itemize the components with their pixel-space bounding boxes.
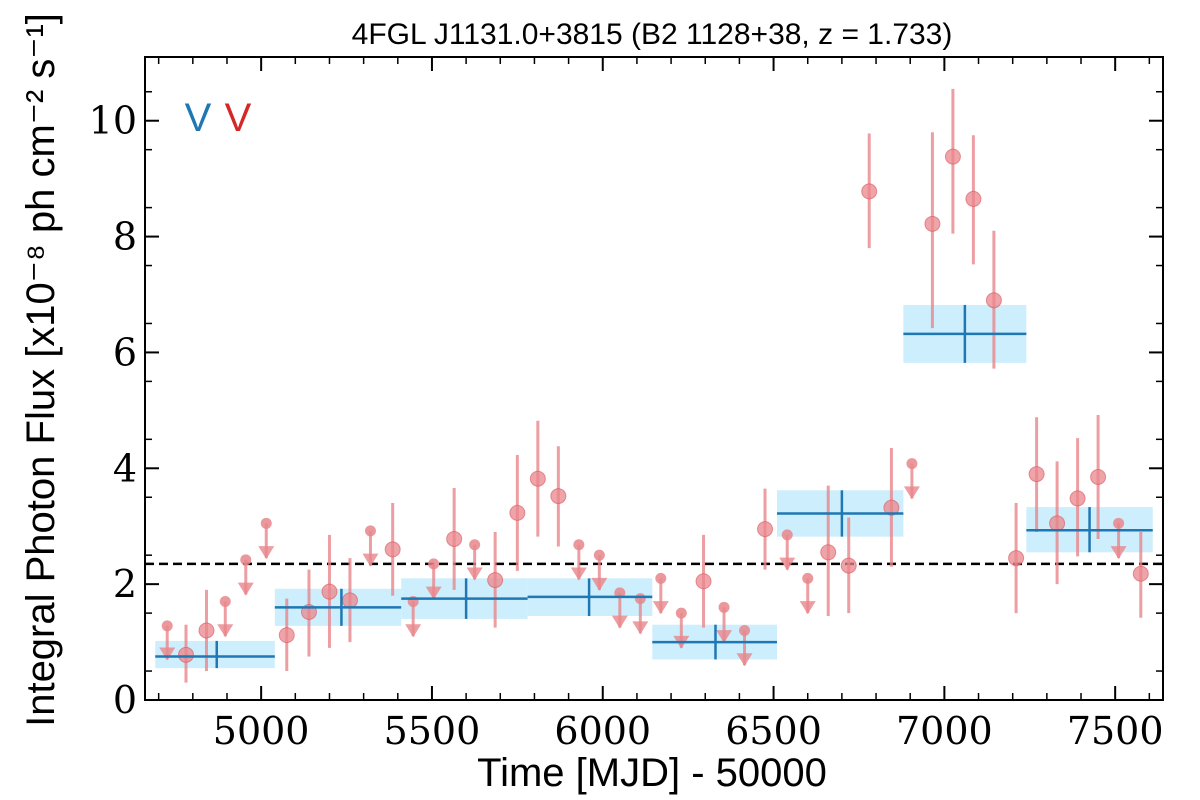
- chart-title: 4FGL J1131.0+3815 (B2 1128+38, z = 1.733…: [352, 18, 953, 51]
- x-tick-label: 5000: [213, 709, 310, 753]
- x-tick-label: 6000: [554, 709, 651, 753]
- upper-limit-point: [614, 587, 626, 599]
- upper-limit-point: [219, 596, 231, 608]
- flux-point: [1028, 466, 1045, 483]
- upper-limit-point: [634, 593, 646, 605]
- flux-point: [965, 190, 982, 207]
- flux-point: [529, 470, 546, 487]
- flux-point: [1008, 550, 1025, 567]
- upper-limit-arrow: [903, 486, 920, 500]
- upper-limit-point: [739, 624, 751, 636]
- y-tick-label: 0: [113, 678, 137, 722]
- flux-point: [944, 148, 961, 165]
- plot-frame: [144, 56, 1164, 701]
- x-tick-label: 5500: [384, 709, 481, 753]
- upper-limit-point: [906, 458, 918, 470]
- plot-area: 5000 5500 6000 6500 7000 7500 0 2 4 6 8 10 V V: [89, 56, 1164, 753]
- coarse-bin-band: [155, 640, 275, 669]
- flux-point: [985, 292, 1002, 309]
- upper-limit-arrow: [217, 624, 234, 638]
- upper-limit-arrow: [1110, 546, 1127, 560]
- flux-point: [321, 583, 338, 600]
- flux-point: [861, 183, 878, 200]
- legend-entry: V: [185, 96, 212, 140]
- upper-limit-arrow: [632, 621, 649, 635]
- upper-limit-arrow: [405, 624, 422, 638]
- flux-point: [1090, 468, 1107, 485]
- flux-point: [695, 573, 712, 590]
- y-tick-label: 8: [113, 215, 137, 259]
- upper-limit-point: [428, 558, 440, 570]
- flux-point: [1069, 490, 1086, 507]
- upper-limit-point: [161, 620, 173, 632]
- flux-point: [757, 521, 774, 538]
- x-axis-label: Time [MJD] - 50000: [477, 751, 827, 795]
- upper-limit-arrow: [652, 601, 669, 615]
- upper-limit-point: [718, 601, 730, 613]
- flux-point: [198, 622, 215, 639]
- y-axis-label: Integral Photon Flux [x10⁻⁸ ph cm⁻² s⁻¹]: [19, 13, 63, 727]
- upper-limit-arrow: [591, 577, 608, 591]
- flux-point: [883, 499, 900, 516]
- flux-point: [446, 530, 463, 547]
- flux-point: [384, 541, 401, 558]
- y-tick-label: 6: [113, 330, 137, 374]
- upper-limit-arrow: [159, 647, 176, 661]
- upper-limit-arrow: [570, 567, 587, 581]
- flux-point: [924, 215, 941, 232]
- flux-point: [550, 488, 567, 505]
- y-tick-label: 2: [113, 562, 137, 606]
- flux-point: [820, 544, 837, 561]
- x-tick-label: 6500: [725, 709, 822, 753]
- upper-limit-arrow: [716, 630, 733, 644]
- x-tick-label: 7000: [896, 709, 993, 753]
- upper-limit-arrow: [736, 653, 753, 667]
- flux-point: [278, 627, 295, 644]
- upper-limit-arrow: [362, 553, 379, 567]
- upper-limit-arrow: [237, 582, 254, 596]
- x-tick-label: 7500: [1067, 709, 1164, 753]
- upper-limit-point: [1113, 517, 1125, 529]
- upper-limit-arrow: [799, 601, 816, 615]
- flux-point: [341, 592, 358, 609]
- upper-limit-point: [675, 607, 687, 619]
- upper-limit-point: [655, 572, 667, 584]
- upper-limit-arrow: [466, 567, 483, 581]
- flux-point: [509, 504, 526, 521]
- upper-limit-point: [781, 529, 793, 541]
- flux-point: [487, 572, 504, 589]
- upper-limit-arrow: [611, 615, 628, 629]
- upper-limit-point: [240, 554, 252, 566]
- upper-limit-arrow: [425, 586, 442, 600]
- flux-point: [1132, 565, 1149, 582]
- legend-entry: V: [225, 96, 252, 140]
- flux-point: [1049, 515, 1066, 532]
- y-tick-label: 10: [89, 99, 137, 143]
- upper-limit-point: [593, 549, 605, 561]
- upper-limit-point: [573, 539, 585, 551]
- flux-point: [177, 646, 194, 663]
- y-tick-label: 4: [113, 446, 137, 490]
- flux-point: [840, 557, 857, 574]
- upper-limit-point: [260, 517, 272, 529]
- upper-limit-point: [469, 539, 481, 551]
- upper-limit-arrow: [258, 546, 275, 560]
- upper-limit-arrow: [779, 557, 796, 571]
- upper-limit-point: [802, 572, 814, 584]
- upper-limit-point: [364, 525, 376, 537]
